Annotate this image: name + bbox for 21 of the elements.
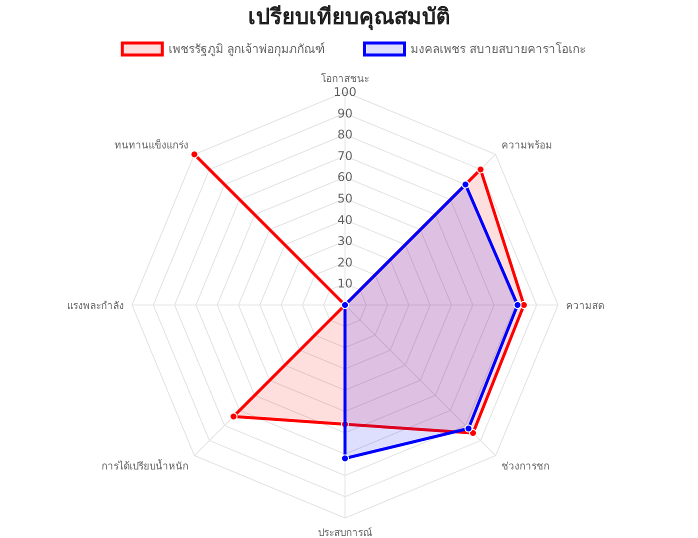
y-tick-label: 80 bbox=[337, 128, 353, 142]
y-tick-label: 50 bbox=[337, 192, 353, 206]
spoke-label: ทนทานแข็งแกร่ง bbox=[114, 137, 189, 152]
y-tick-label: 70 bbox=[337, 148, 353, 163]
spoke-label: ช่วงการชก bbox=[501, 462, 550, 473]
y-tick-label: 30 bbox=[337, 234, 353, 248]
y-tick-label: 40 bbox=[337, 212, 353, 227]
y-tick-label: 10 bbox=[337, 276, 353, 291]
y-tick-label: 100 bbox=[334, 85, 356, 99]
spoke-label: การได้เปรียบน้ำหนัก bbox=[102, 458, 189, 473]
y-tick-label: 60 bbox=[337, 170, 353, 184]
y-tick-label: 20 bbox=[337, 255, 353, 270]
spoke-label: ความสด bbox=[566, 301, 604, 312]
chart-title: เปรียบเทียบคุณสมบัติ bbox=[248, 5, 450, 31]
spoke-label: ความพร้อม bbox=[501, 139, 552, 152]
spoke-label: โอกาสชนะ bbox=[321, 72, 369, 85]
legend-label: เพชรรัฐภูมิ ลูกเจ้าพ่อกุมภกัณฑ์ bbox=[168, 42, 326, 57]
spoke-label: ประสบการณ์ bbox=[318, 527, 372, 538]
spoke-label: แรงพละกำลัง bbox=[67, 301, 124, 312]
legend-label: มงคลเพชร สบายสบายคาราโอเกะ bbox=[410, 42, 586, 56]
y-tick-label: 90 bbox=[337, 106, 353, 120]
